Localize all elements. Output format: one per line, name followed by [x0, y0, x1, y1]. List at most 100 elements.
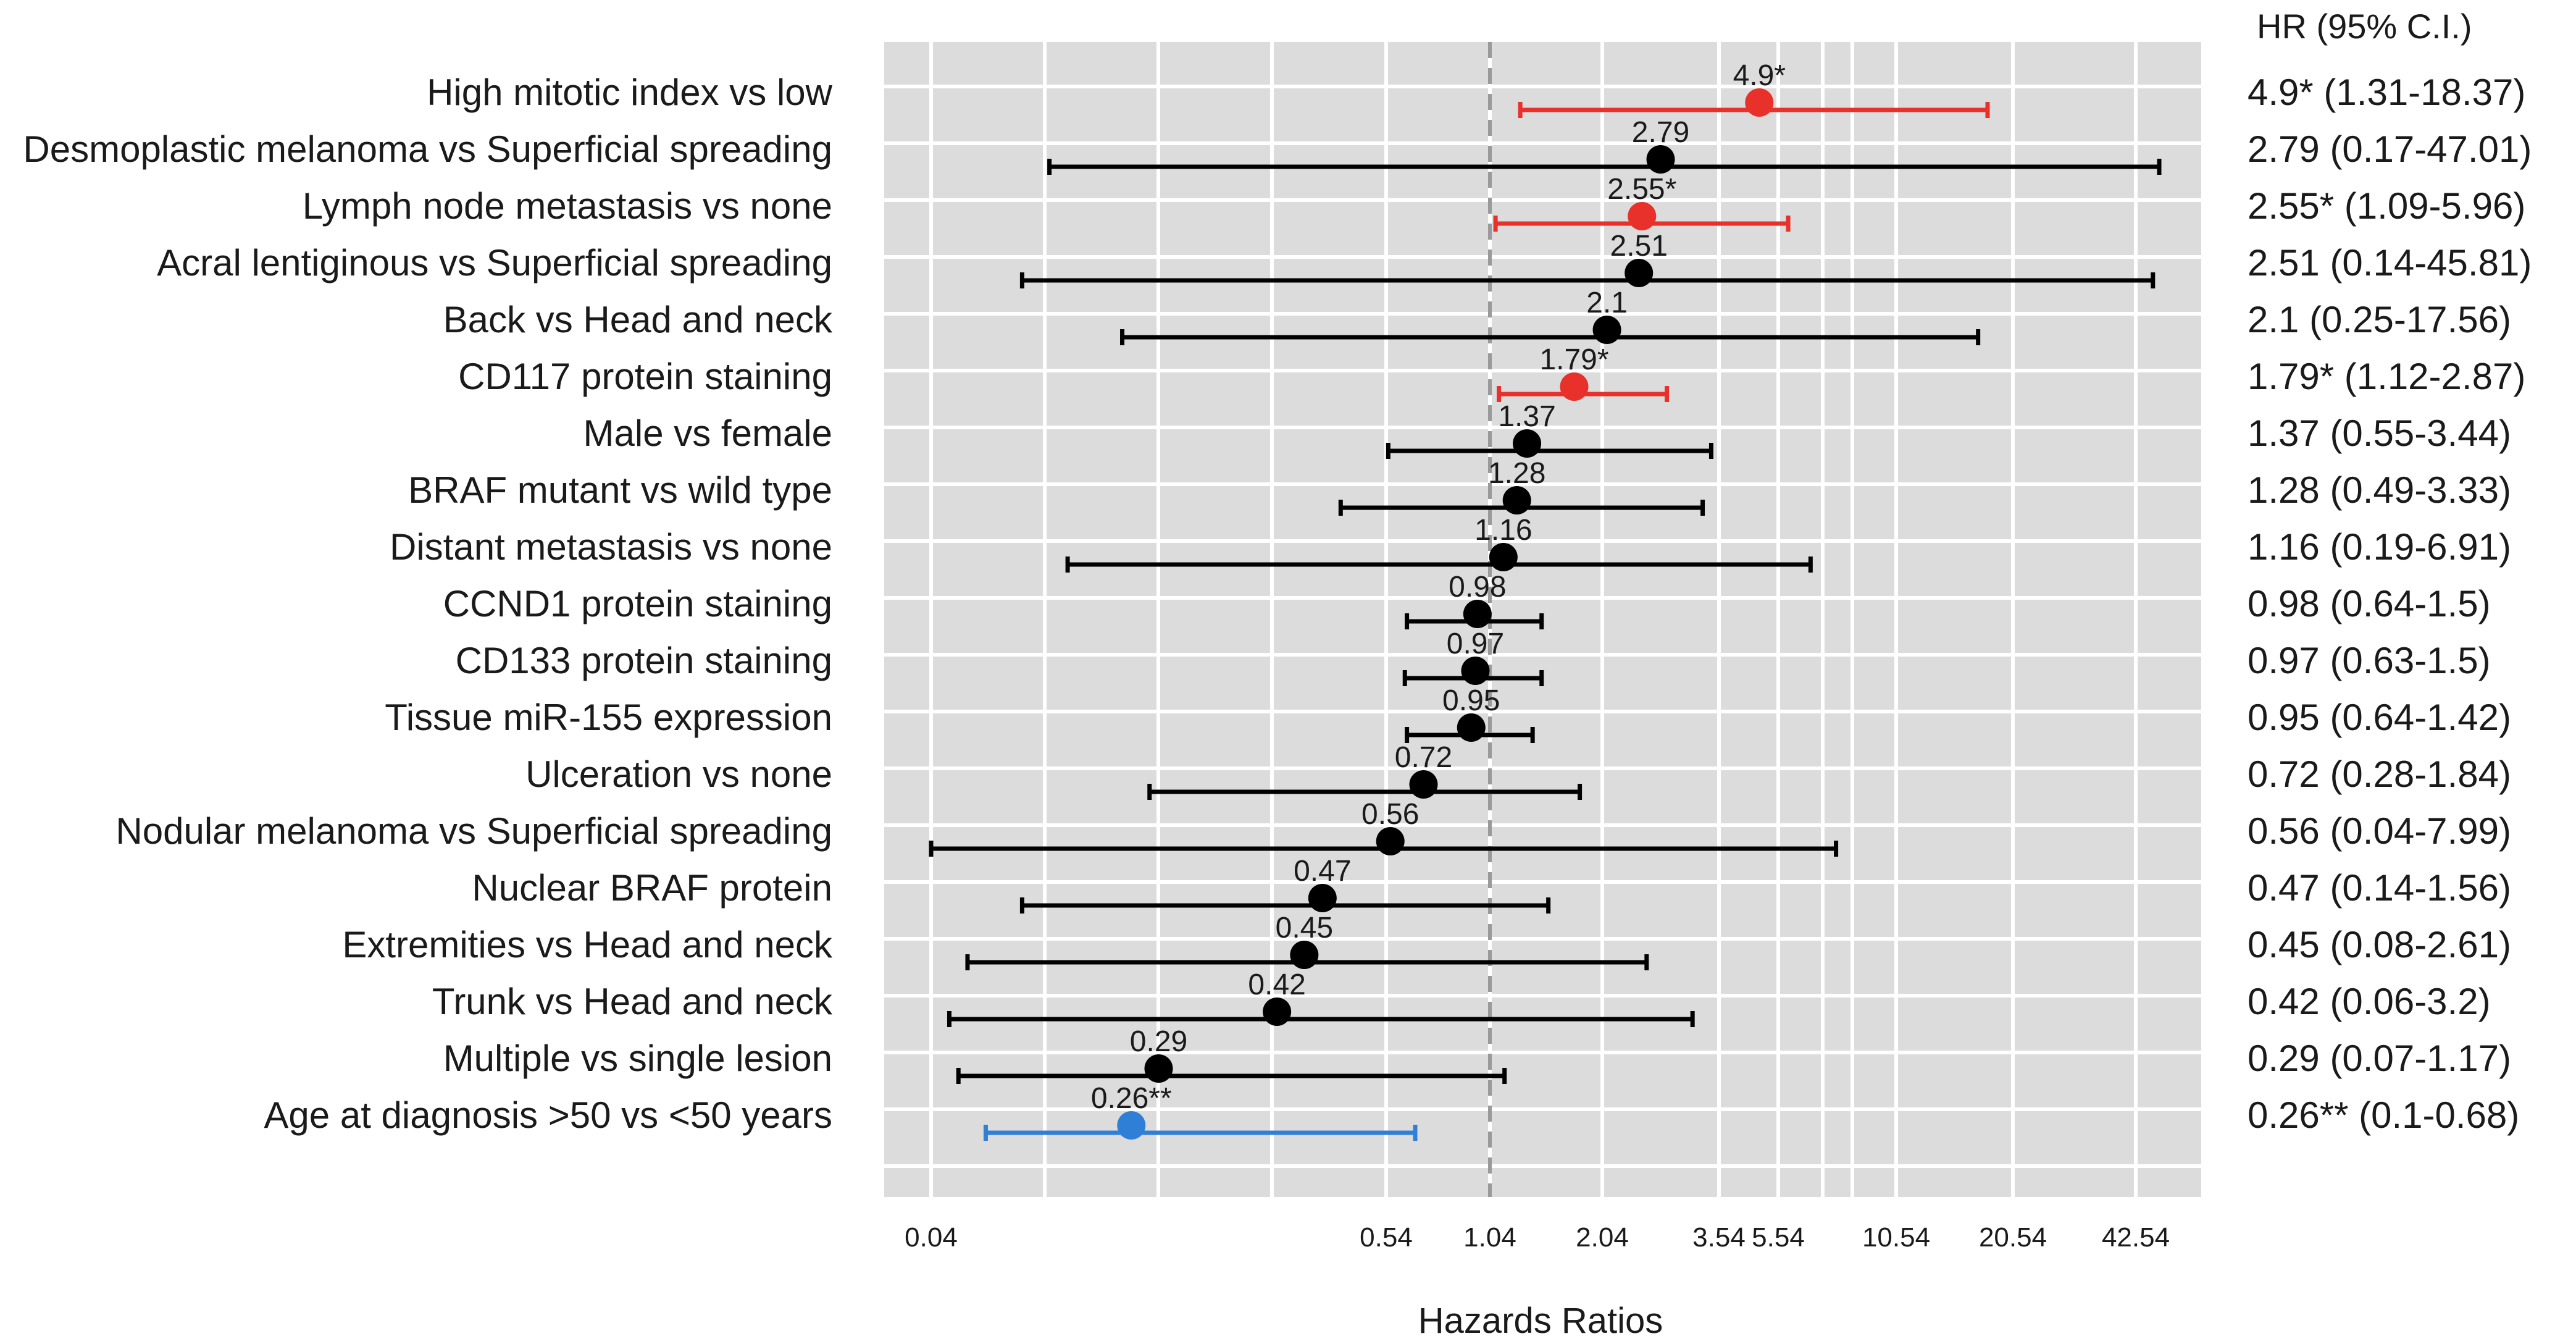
forest-row: 2.1 — [1120, 287, 1981, 345]
hr-ci-text: 0.29 (0.07-1.17) — [2248, 1038, 2511, 1079]
hr-point — [1463, 600, 1492, 628]
forest-row: 0.95 — [1405, 684, 1535, 743]
point-label: 0.72 — [1395, 741, 1452, 774]
hr-point — [1308, 884, 1337, 912]
hr-ci-text: 4.9* (1.31-18.37) — [2248, 72, 2525, 113]
x-tick-label: 20.54 — [1979, 1222, 2047, 1253]
forest-row: 0.29 — [956, 1025, 1507, 1084]
hr-column-header: HR (95% C.I.) — [2257, 7, 2472, 46]
row-label: Ulceration vs none — [525, 754, 832, 795]
point-label: 0.95 — [1442, 684, 1500, 717]
forest-row: 0.42 — [947, 968, 1695, 1027]
row-label: High mitotic index vs low — [427, 72, 833, 113]
hr-point — [1457, 713, 1486, 742]
hr-ci-text: 2.79 (0.17-47.01) — [2248, 128, 2532, 170]
point-label: 0.56 — [1361, 798, 1419, 831]
point-label: 2.51 — [1610, 230, 1668, 262]
x-tick-label: 10.54 — [1862, 1222, 1930, 1253]
hr-point — [1628, 202, 1657, 230]
x-axis-title: Hazards Ratios — [1418, 1301, 1663, 1341]
x-tick-label: 3.54 — [1692, 1222, 1746, 1253]
point-label: 2.55* — [1607, 173, 1676, 206]
row-label: Trunk vs Head and neck — [432, 981, 833, 1022]
point-label: 0.26** — [1091, 1082, 1172, 1115]
forest-row: 1.37 — [1386, 400, 1713, 459]
point-label: 2.79 — [1632, 116, 1689, 149]
row-label: Male vs female — [583, 413, 832, 454]
forest-row: 2.51 — [1019, 230, 2156, 288]
hr-point — [1489, 543, 1518, 571]
forest-row: 0.47 — [1019, 855, 1551, 914]
forest-row: 0.45 — [965, 912, 1649, 970]
hr-ci-text: 1.79* (1.12-2.87) — [2248, 356, 2525, 397]
hr-ci-text: 2.1 (0.25-17.56) — [2248, 299, 2511, 340]
hr-ci-text: 0.26** (0.1-0.68) — [2248, 1094, 2519, 1136]
row-label: Age at diagnosis >50 vs <50 years — [264, 1094, 832, 1136]
point-label: 1.28 — [1488, 457, 1545, 490]
x-tick-label: 2.04 — [1576, 1222, 1629, 1253]
row-label: Nodular melanoma vs Superficial spreadin… — [115, 810, 832, 852]
row-label: Desmoplastic melanoma vs Superficial spr… — [23, 128, 832, 170]
point-label: 0.29 — [1130, 1025, 1187, 1058]
point-label: 0.97 — [1447, 628, 1504, 660]
forest-row: 0.26** — [983, 1082, 1418, 1141]
forest-row: 2.55* — [1493, 173, 1791, 232]
hr-ci-text: 0.56 (0.04-7.99) — [2248, 810, 2511, 852]
vertical-gridlines — [929, 42, 2138, 1197]
forest-row: 1.79* — [1497, 343, 1670, 402]
forest-row: 0.98 — [1405, 571, 1544, 629]
hr-ci-text: 0.42 (0.06-3.2) — [2248, 981, 2491, 1022]
hr-point — [1625, 259, 1654, 287]
hr-ci-text: 0.72 (0.28-1.84) — [2248, 754, 2511, 795]
forest-row: 0.56 — [929, 798, 1839, 857]
x-tick-label: 42.54 — [2102, 1222, 2170, 1253]
horizontal-gridlines — [884, 85, 2201, 1168]
hr-ci-text: 1.16 (0.19-6.91) — [2248, 526, 2511, 568]
hr-ci-text: 0.98 (0.64-1.5) — [2248, 583, 2491, 624]
point-label: 0.47 — [1294, 855, 1351, 888]
hr-point — [1376, 827, 1405, 855]
hr-point — [1290, 941, 1319, 969]
row-label: CCND1 protein staining — [443, 583, 832, 624]
hr-point — [1646, 145, 1675, 174]
row-label: Extremities vs Head and neck — [342, 924, 833, 965]
hr-ci-text: 0.47 (0.14-1.56) — [2248, 867, 2511, 909]
row-label: Acral lentiginous vs Superficial spreadi… — [157, 242, 832, 284]
hr-point — [1117, 1111, 1146, 1140]
hr-point — [1560, 372, 1589, 401]
hr-point — [1144, 1054, 1173, 1083]
point-label: 0.42 — [1248, 968, 1305, 1001]
x-tick-labels: 0.04 0.54 1.04 2.04 3.54 5.54 10.54 20.54 42.54 — [905, 1222, 2170, 1253]
x-tick-label: 1.04 — [1463, 1222, 1516, 1253]
row-label: Back vs Head and neck — [443, 299, 833, 340]
hr-point — [1263, 998, 1292, 1026]
hr-point — [1461, 657, 1490, 685]
hr-point — [1409, 770, 1438, 799]
forest-row: 1.16 — [1065, 514, 1813, 573]
forest-row: 1.28 — [1338, 457, 1705, 516]
row-labels: High mitotic index vs low Desmoplastic me… — [23, 72, 833, 1136]
forest-row: 0.72 — [1147, 741, 1583, 800]
row-label: Lymph node metastasis vs none — [303, 185, 832, 227]
point-label: 1.16 — [1474, 514, 1532, 547]
hr-point — [1745, 88, 1774, 117]
hr-ci-text: 2.55* (1.09-5.96) — [2248, 185, 2525, 227]
hr-ci-text: 1.28 (0.49-3.33) — [2248, 469, 2511, 511]
point-label: 1.79* — [1539, 343, 1608, 376]
forest-row: 2.79 — [1047, 116, 2162, 175]
hr-column: 4.9* (1.31-18.37) 2.79 (0.17-47.01) 2.55* … — [2248, 72, 2532, 1136]
row-label: Nuclear BRAF protein — [472, 867, 832, 909]
point-label: 0.98 — [1449, 571, 1506, 603]
point-label: 2.1 — [1586, 287, 1628, 319]
row-label: CD117 protein staining — [458, 356, 832, 397]
point-label: 0.45 — [1276, 912, 1333, 944]
hr-ci-text: 0.97 (0.63-1.5) — [2248, 640, 2491, 681]
x-tick-label: 0.54 — [1360, 1222, 1413, 1253]
hr-point — [1502, 486, 1531, 514]
hr-ci-text: 1.37 (0.55-3.44) — [2248, 413, 2511, 454]
hr-ci-text: 0.95 (0.64-1.42) — [2248, 697, 2511, 738]
row-label: BRAF mutant vs wild type — [408, 469, 832, 511]
row-label: Tissue miR-155 expression — [385, 697, 832, 738]
hr-ci-text: 0.45 (0.08-2.61) — [2248, 924, 2511, 965]
